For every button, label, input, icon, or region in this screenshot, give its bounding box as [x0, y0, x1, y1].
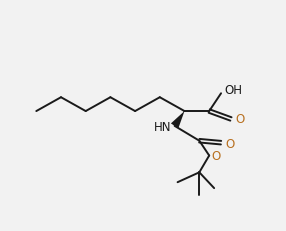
Text: O: O: [211, 150, 221, 163]
Text: O: O: [236, 113, 245, 126]
Polygon shape: [171, 111, 184, 128]
Text: OH: OH: [224, 84, 242, 97]
Text: HN: HN: [154, 121, 172, 134]
Text: O: O: [225, 138, 234, 151]
